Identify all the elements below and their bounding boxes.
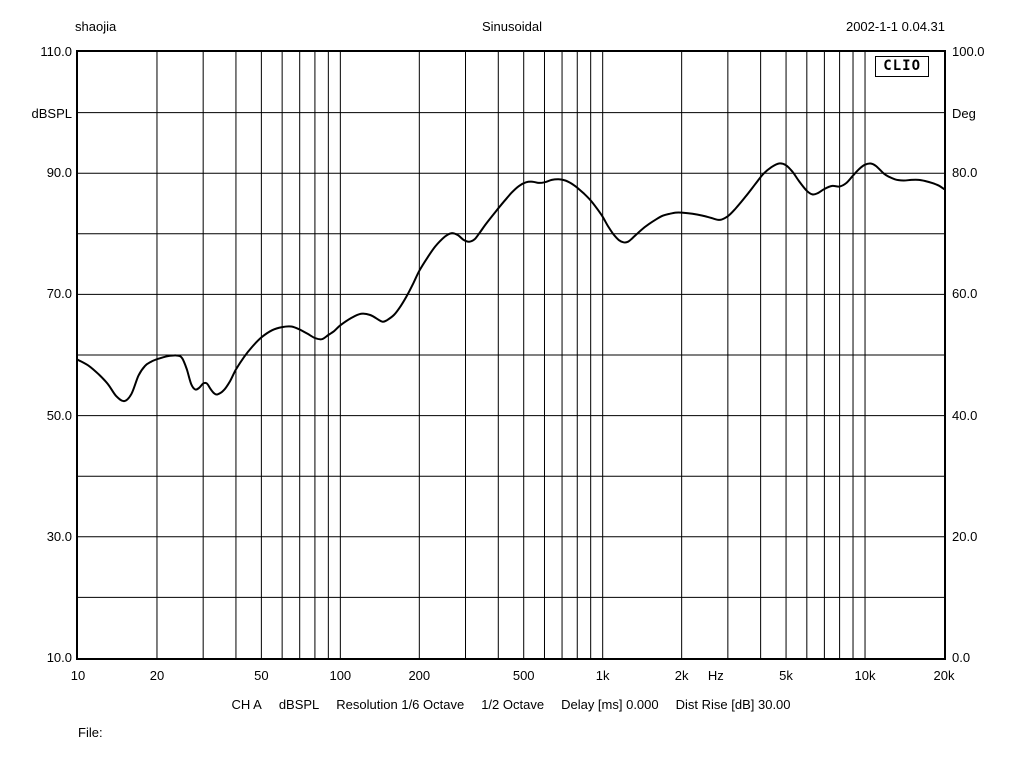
response-curve	[78, 162, 944, 403]
y-right-tick-label: 20.0	[952, 528, 978, 544]
x-tick-label: 500	[512, 668, 535, 683]
status-bar: CH A dBSPL Resolution 1/6 Octave 1/2 Oct…	[76, 697, 946, 712]
y-left-tick-label: 30.0	[46, 528, 72, 544]
status-resolution: Resolution 1/6 Octave	[336, 697, 465, 712]
header-user: shaojia	[75, 19, 117, 34]
status-smoothing: 1/2 Octave	[481, 697, 545, 712]
header-datetime: 2002-1-1 0.04.31	[845, 19, 945, 34]
status-channel: CH A	[231, 697, 262, 712]
y-left-tick-label: 10.0	[46, 650, 72, 665]
y-right-tick-label: 60.0	[952, 286, 978, 302]
y-left-tick-label: 110.0	[40, 44, 72, 59]
x-axis-unit-label: Hz	[707, 668, 724, 683]
y-right-tick-label: 40.0	[952, 407, 978, 423]
y-left-tick-label: 50.0	[46, 407, 72, 423]
status-dist-rise: Dist Rise [dB] 30.00	[675, 697, 791, 712]
y-axis-left-unit: dBSPL	[31, 106, 72, 121]
y-right-tick-label: 80.0	[952, 165, 978, 181]
x-tick-label: 5k	[779, 668, 793, 683]
header-measurement-type: Sinusoidal	[482, 19, 542, 34]
y-right-tick-label: 100.0	[952, 44, 985, 59]
x-tick-label: 10	[70, 668, 86, 683]
x-tick-label: 1k	[595, 668, 610, 683]
file-label: File:	[78, 725, 103, 740]
x-tick-label: 200	[408, 668, 431, 683]
y-left-tick-label: 90.0	[46, 165, 72, 181]
frequency-response-chart	[78, 52, 944, 658]
y-right-tick-label: 0.0	[952, 650, 971, 665]
x-tick-label: 10k	[854, 668, 876, 683]
x-tick-label: 2k	[674, 668, 689, 683]
x-tick-label: 100	[329, 668, 352, 683]
status-unit: dBSPL	[278, 697, 320, 712]
x-tick-label: 20k	[933, 668, 955, 683]
x-tick-label: 50	[254, 668, 269, 683]
y-left-tick-label: 70.0	[46, 286, 72, 302]
clio-logo: CLIO	[875, 56, 929, 77]
plot-area: CLIO	[76, 50, 946, 660]
status-delay: Delay [ms] 0.000	[561, 697, 659, 712]
y-axis-right-unit: Deg	[952, 106, 976, 121]
x-tick-label: 20	[149, 668, 165, 683]
